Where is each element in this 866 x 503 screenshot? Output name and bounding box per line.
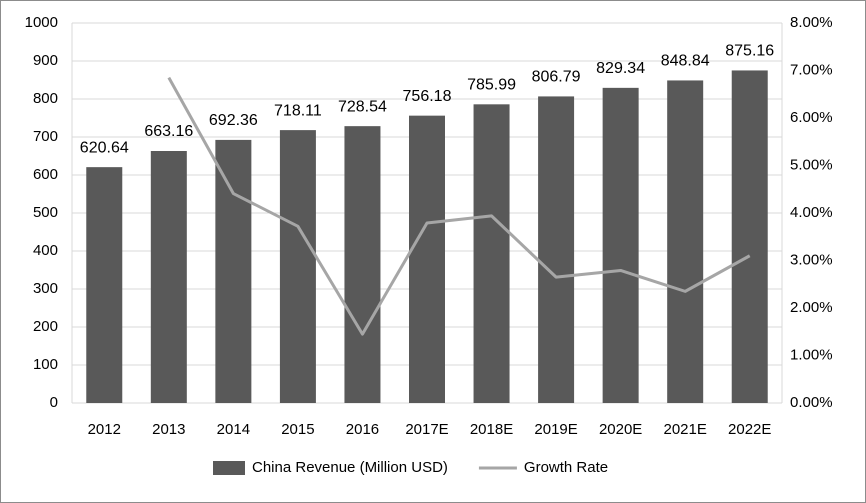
y-tick-label: 600 (33, 166, 58, 183)
y-tick-label: 900 (33, 52, 58, 69)
bar (344, 126, 381, 404)
y2-tick-label: 5.00% (790, 156, 833, 173)
legend-label: China Revenue (Million USD) (252, 459, 448, 476)
data-label: 848.84 (661, 53, 710, 70)
x-tick-label: 2017E (405, 421, 448, 438)
x-tick-label: 2018E (470, 421, 513, 438)
y2-tick-label: 4.00% (790, 204, 833, 221)
data-label: 692.36 (209, 112, 258, 129)
y2-tick-label: 8.00% (790, 14, 833, 31)
y2-tick-label: 2.00% (790, 299, 833, 316)
bar (215, 139, 252, 403)
y-tick-label: 100 (33, 356, 58, 373)
y2-tick-label: 6.00% (790, 109, 833, 126)
bar (731, 70, 768, 403)
x-tick-label: 2020E (599, 421, 642, 438)
x-tick-label: 2014 (217, 421, 250, 438)
x-tick-label: 2012 (88, 421, 121, 438)
bar (409, 115, 445, 403)
y-tick-label: 200 (33, 318, 58, 335)
y2-tick-label: 3.00% (790, 251, 833, 268)
y-tick-label: 400 (33, 242, 58, 259)
y-tick-label: 1000 (25, 14, 58, 31)
bar (538, 96, 575, 403)
x-tick-label: 2013 (152, 421, 185, 438)
data-label: 728.54 (338, 98, 387, 115)
x-tick-label: 2016 (346, 421, 379, 438)
x-tick-label: 2022E (728, 421, 771, 438)
legend-label: Growth Rate (524, 459, 608, 476)
data-label: 663.16 (144, 123, 193, 140)
data-label: 756.18 (403, 88, 452, 105)
data-label: 829.34 (596, 60, 645, 77)
y-tick-label: 700 (33, 128, 58, 145)
data-label: 620.64 (80, 139, 129, 156)
y-tick-label: 500 (33, 204, 58, 221)
y2-tick-label: 0.00% (790, 394, 833, 411)
bar (86, 167, 123, 403)
data-label: 875.16 (725, 43, 774, 60)
x-tick-label: 2015 (281, 421, 314, 438)
y2-tick-label: 7.00% (790, 61, 833, 78)
y-tick-label: 800 (33, 90, 58, 107)
legend-swatch (213, 461, 245, 475)
data-label: 806.79 (532, 69, 581, 86)
line (167, 76, 751, 336)
bar (473, 104, 510, 404)
y2-tick-label: 1.00% (790, 346, 833, 363)
data-label: 785.99 (467, 77, 516, 94)
bar (150, 150, 187, 403)
bar (602, 87, 639, 403)
y-tick-label: 300 (33, 280, 58, 297)
data-label: 718.11 (274, 102, 322, 119)
bar (667, 80, 704, 404)
x-tick-label: 2019E (534, 421, 577, 438)
bar (279, 130, 316, 403)
y-tick-label: 0 (50, 394, 58, 411)
x-tick-label: 2021E (663, 421, 706, 438)
